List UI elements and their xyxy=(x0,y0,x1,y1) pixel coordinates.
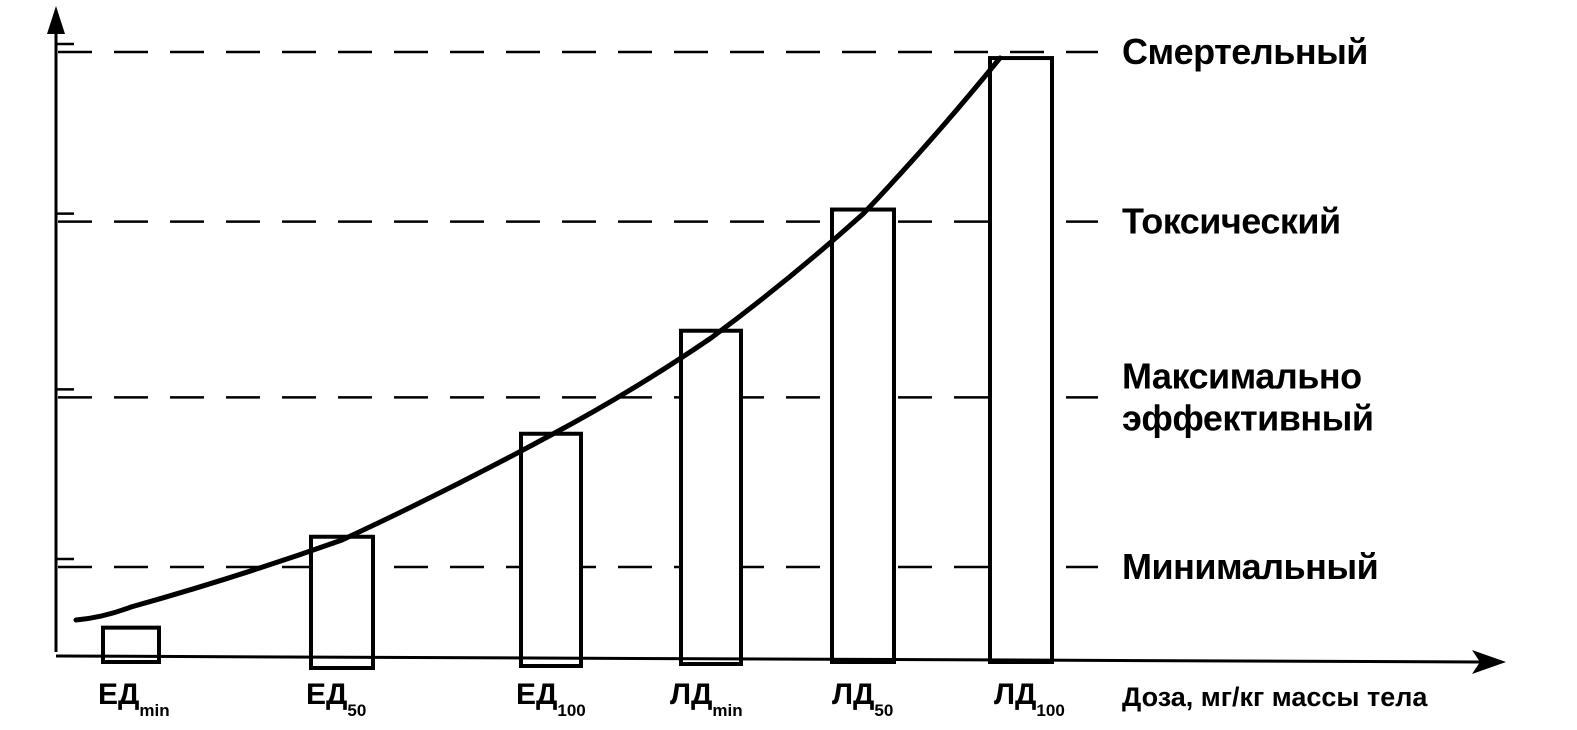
level-label: Смертельный xyxy=(1122,31,1368,72)
dose-bar xyxy=(988,56,1054,665)
x-tick-label: ЛД50 xyxy=(832,678,893,720)
x-tick-label: ЕД100 xyxy=(516,678,586,720)
level-label: Токсический xyxy=(1122,201,1341,242)
dose-bar xyxy=(309,534,375,671)
level-label: эффективный xyxy=(1122,397,1373,438)
dose-bar xyxy=(679,328,743,666)
dose-bar xyxy=(830,207,896,664)
x-axis xyxy=(55,654,1481,664)
x-axis-arrow xyxy=(1472,650,1506,674)
dose-effect-curve xyxy=(73,55,1003,623)
x-tick-labels: ЕДmin ЕД50 ЕД100 ЛДmin ЛД50 ЛД100 xyxy=(98,678,1065,720)
x-tick-label: ЛДmin xyxy=(670,678,743,720)
y-axis-arrow xyxy=(47,6,65,34)
axes xyxy=(47,6,1506,674)
x-tick-label: ЕД50 xyxy=(306,678,366,720)
x-tick-label: ЛД100 xyxy=(994,678,1065,720)
x-axis-label: Доза, мг/кг массы тела xyxy=(1122,682,1428,712)
level-label: Максимально xyxy=(1122,355,1362,396)
x-tick-label: ЕДmin xyxy=(98,678,170,720)
dose-bar xyxy=(519,431,583,669)
level-label: Минимальный xyxy=(1122,546,1378,587)
dose-bars xyxy=(101,56,1054,671)
